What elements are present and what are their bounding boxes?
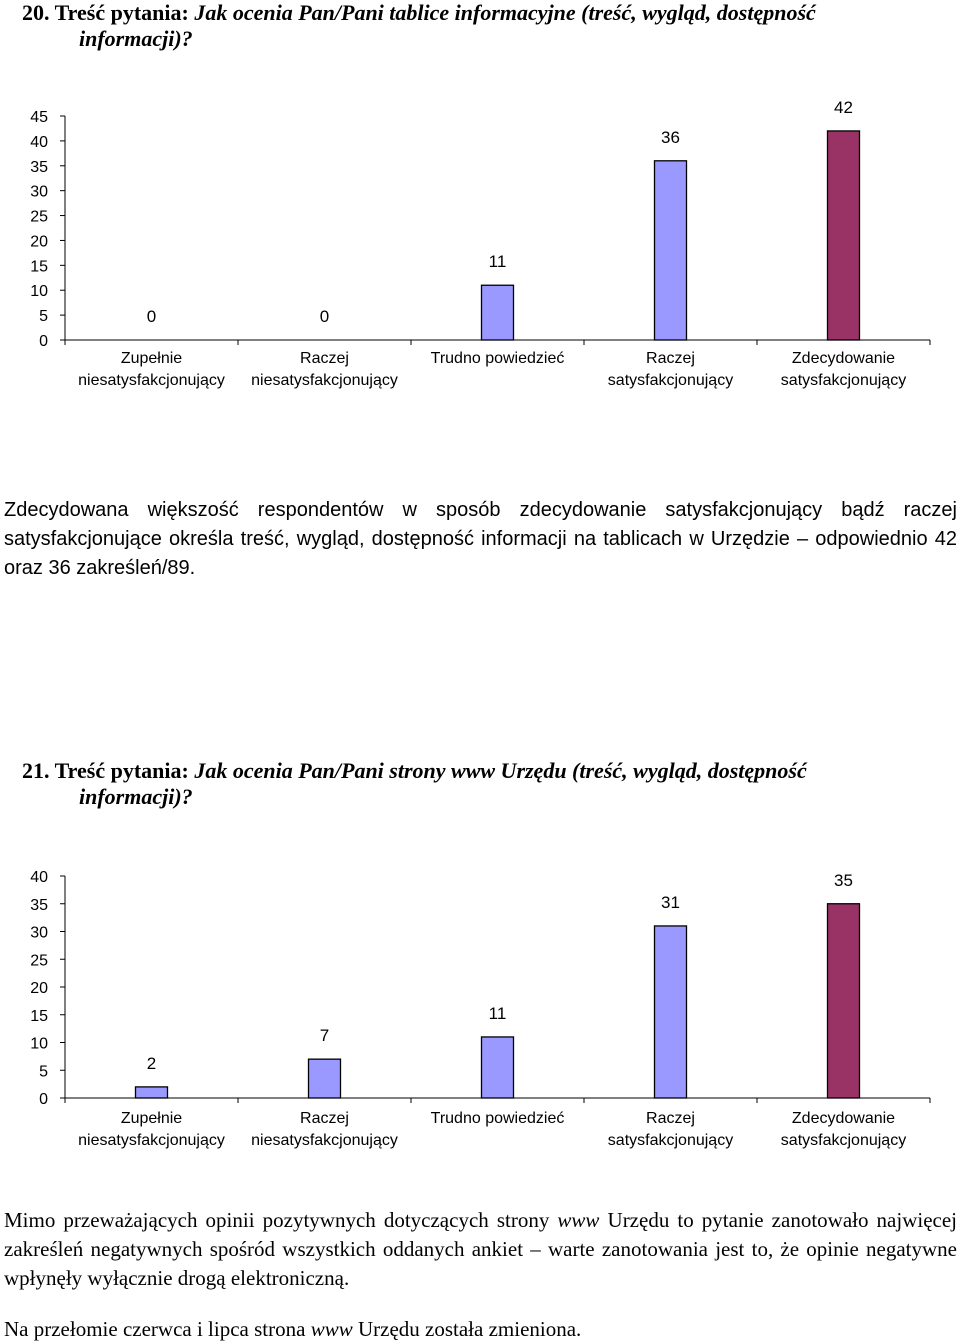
- q20-bar-chart: 0 5 10 15 20 25 30 35 40 45 0 Zupełnie niesatysfakcj…: [30, 98, 931, 389]
- q21-question-cont: informacji)?: [79, 784, 193, 809]
- y-tick-label: 25: [30, 209, 48, 226]
- y-tick-label: 10: [30, 283, 48, 300]
- bar: [826, 130, 861, 341]
- q21-summary-part1: Mimo przeważających opinii pozytywnych d…: [4, 1208, 558, 1232]
- y-tick-label: 20: [30, 233, 48, 250]
- y-tick-label: 30: [30, 925, 48, 942]
- x-category-label: Zupełnie: [121, 1110, 182, 1127]
- q20-summary: Zdecydowana większość respondentów w spo…: [4, 499, 957, 579]
- q21-note: Na przełomie czerwca i lipca strona www …: [4, 1315, 957, 1344]
- q20-heading: 20. Treść pytania: Jak ocenia Pan/Pani t…: [22, 0, 957, 52]
- q21-number: 21. Treść pytania:: [22, 758, 189, 783]
- x-category-label: Trudno powiedzieć: [431, 1110, 565, 1127]
- x-category-label: niesatysfakcjonujący: [78, 372, 225, 389]
- x-category-label: Trudno powiedzieć: [431, 350, 565, 367]
- q21-summary: Mimo przeważających opinii pozytywnych d…: [4, 1206, 957, 1293]
- y-tick-label: 30: [30, 184, 48, 201]
- x-category-label: Raczej: [300, 1110, 349, 1127]
- q20-number: 20. Treść pytania:: [22, 0, 189, 25]
- y-tick-label: 40: [30, 869, 48, 886]
- q20-question-cont: informacji)?: [79, 26, 193, 51]
- x-category-label: satysfakcjonujący: [608, 1132, 733, 1149]
- q21-summary-part2: Urzędu to pytanie zanotowało najwięcej z…: [4, 1208, 958, 1290]
- q21-bar-chart: 0 5 10 15 20 25 30 35 40 2 Zupełnie niesatysfakcjon…: [30, 869, 931, 1149]
- bar: [480, 1036, 515, 1099]
- q21-note-part2: Urzędu została zmieniona.: [352, 1317, 582, 1341]
- y-tick-label: 0: [39, 1091, 48, 1108]
- y-tick-label: 15: [30, 258, 48, 275]
- x-category-label: niesatysfakcjonujący: [251, 372, 398, 389]
- data-label: 0: [320, 307, 329, 326]
- y-tick-label: 15: [30, 1008, 48, 1025]
- x-category-label: niesatysfakcjonujący: [78, 1132, 225, 1149]
- data-label: 2: [147, 1054, 156, 1073]
- y-tick-label: 0: [39, 333, 48, 350]
- bar: [653, 925, 688, 1099]
- x-category-label: satysfakcjonujący: [608, 372, 733, 389]
- bar: [134, 1086, 169, 1099]
- y-tick-label: 35: [30, 159, 48, 176]
- data-label: 35: [834, 871, 853, 890]
- q21-question: Jak ocenia Pan/Pani strony www Urzędu (t…: [194, 758, 807, 783]
- x-category-label: Raczej: [300, 350, 349, 367]
- q21-note-www: www: [310, 1317, 353, 1341]
- y-tick-label: 45: [30, 109, 48, 126]
- data-label: 11: [489, 252, 507, 271]
- x-category-label: Zdecydowanie: [792, 350, 895, 367]
- bar: [653, 160, 688, 341]
- q20-question: Jak ocenia Pan/Pani tablice informacyjne…: [194, 0, 816, 25]
- x-category-label: Zupełnie: [121, 350, 182, 367]
- y-tick-label: 25: [30, 952, 48, 969]
- y-tick-label: 20: [30, 980, 48, 997]
- y-tick-label: 10: [30, 1036, 48, 1053]
- data-label: 0: [147, 307, 156, 326]
- x-category-label: Raczej: [646, 350, 695, 367]
- y-tick-label: 35: [30, 897, 48, 914]
- bar: [307, 1058, 342, 1099]
- y-tick-label: 5: [39, 308, 48, 325]
- data-label: 36: [661, 128, 680, 147]
- x-category-label: satysfakcjonujący: [781, 372, 906, 389]
- x-category-label: Zdecydowanie: [792, 1110, 895, 1127]
- y-tick-label: 5: [39, 1063, 48, 1080]
- data-label: 11: [489, 1004, 507, 1023]
- bar: [480, 284, 515, 341]
- data-label: 31: [661, 893, 680, 912]
- q21-note-part1: Na przełomie czerwca i lipca strona: [4, 1317, 311, 1341]
- data-label: 42: [834, 98, 853, 117]
- q21-summary-www: www: [557, 1208, 600, 1232]
- x-category-label: satysfakcjonujący: [781, 1132, 906, 1149]
- x-category-label: niesatysfakcjonujący: [251, 1132, 398, 1149]
- x-category-label: Raczej: [646, 1110, 695, 1127]
- data-label: 7: [320, 1026, 329, 1045]
- y-tick-label: 40: [30, 134, 48, 151]
- bar: [826, 903, 861, 1099]
- q21-heading: 21. Treść pytania: Jak ocenia Pan/Pani s…: [22, 758, 957, 810]
